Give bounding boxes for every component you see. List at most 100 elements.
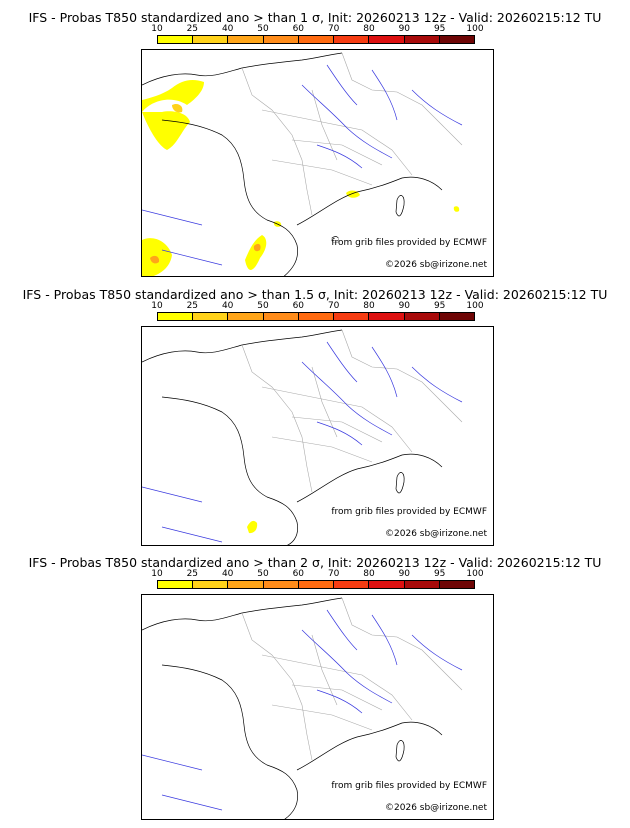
- prob-area: [245, 235, 267, 270]
- colorbar-swatch: [263, 581, 299, 588]
- coastline: [142, 52, 343, 86]
- colorbar-swatch: [193, 36, 229, 43]
- panel-title: IFS - Probas T850 standardized ano > tha…: [22, 287, 608, 302]
- colorbar-swatch: [228, 313, 264, 320]
- colorbar-swatch: [228, 581, 264, 588]
- border: [241, 344, 313, 493]
- map-svg: [142, 52, 463, 276]
- border: [341, 52, 463, 146]
- source-credit: from grib files provided by ECMWF: [331, 238, 487, 248]
- map[interactable]: from grib files provided by ECMWF ©2026 …: [141, 326, 494, 546]
- colorbar-swatch: [298, 36, 335, 43]
- tick-label: 95: [433, 569, 446, 579]
- border: [261, 366, 413, 463]
- border: [271, 89, 383, 186]
- tick-label: 90: [398, 301, 411, 311]
- tick-label: 25: [186, 301, 199, 311]
- prob-area: [142, 80, 204, 112]
- tick-label: 10: [151, 569, 163, 579]
- tick-label: 100: [466, 301, 484, 311]
- colorbar-swatch: [298, 313, 335, 320]
- colorbar-swatch: [158, 36, 194, 43]
- panel-2: IFS - Probas T850 standardized ano > tha…: [0, 277, 630, 547]
- prob-area: [142, 111, 190, 150]
- tick-label: 40: [221, 24, 234, 34]
- colorbar-swatch: [334, 313, 370, 320]
- border: [261, 109, 413, 176]
- coastline: [395, 195, 405, 217]
- source-credit: from grib files provided by ECMWF: [331, 781, 487, 791]
- coastline: [296, 721, 443, 771]
- colorbar-swatch: [334, 36, 370, 43]
- colorbar-swatch: [158, 313, 194, 320]
- tick-label: 60: [292, 569, 305, 579]
- prob-area: [253, 243, 261, 252]
- map-svg: [142, 329, 463, 545]
- map[interactable]: from grib files provided by ECMWF ©2026 …: [141, 49, 494, 277]
- tick-label: 50: [257, 301, 269, 311]
- colorbar-swatch: [263, 36, 299, 43]
- prob-area: [172, 103, 183, 113]
- source-credit: from grib files provided by ECMWF: [331, 507, 487, 517]
- panel-title: IFS - Probas T850 standardized ano > tha…: [28, 555, 602, 570]
- colorbar-swatch: [263, 313, 299, 320]
- map-svg: [142, 597, 463, 819]
- border: [241, 67, 313, 216]
- colorbar-swatch: [439, 313, 474, 320]
- tick-label: 25: [186, 24, 199, 34]
- panel-1: IFS - Probas T850 standardized ano > tha…: [0, 0, 630, 277]
- coastline: [161, 119, 298, 276]
- tick-label: 100: [466, 24, 484, 34]
- copyright-credit: ©2026 sb@irizone.net: [385, 803, 487, 813]
- tick-label: 70: [327, 24, 340, 34]
- map[interactable]: from grib files provided by ECMWF ©2026 …: [141, 594, 494, 820]
- colorbar: [157, 312, 475, 321]
- copyright-credit: ©2026 sb@irizone.net: [385, 260, 487, 270]
- tick-label: 90: [398, 569, 411, 579]
- coastline: [296, 176, 443, 226]
- colorbar-swatch: [334, 581, 370, 588]
- tick-label: 60: [292, 24, 305, 34]
- prob-area: [150, 255, 160, 264]
- river: [142, 64, 463, 266]
- tick-label: 40: [221, 569, 234, 579]
- border: [241, 612, 313, 761]
- coastline: [142, 597, 343, 631]
- border: [341, 329, 463, 423]
- colorbar-swatch: [298, 581, 335, 588]
- coastline: [296, 453, 443, 503]
- colorbar-swatch: [228, 36, 264, 43]
- tick-label: 80: [363, 301, 375, 311]
- tick-label: 25: [186, 569, 199, 579]
- tick-label: 60: [292, 301, 305, 311]
- river: [142, 341, 463, 543]
- tick-label: 70: [327, 301, 340, 311]
- colorbar-swatch: [404, 581, 440, 588]
- panel-3: IFS - Probas T850 standardized ano > tha…: [0, 545, 630, 820]
- colorbar-ticks: 10 25 40 50 60 70 80 90 95 100: [151, 569, 483, 579]
- tick-label: 10: [151, 24, 163, 34]
- border: [341, 597, 463, 691]
- tick-label: 95: [433, 24, 446, 34]
- copyright-credit: ©2026 sb@irizone.net: [385, 529, 487, 539]
- coastline: [161, 396, 298, 545]
- panel-title: IFS - Probas T850 standardized ano > tha…: [28, 10, 602, 25]
- tick-label: 80: [363, 24, 375, 34]
- colorbar-swatch: [404, 313, 440, 320]
- colorbar-swatch: [193, 313, 229, 320]
- coastline: [142, 329, 343, 363]
- colorbar-ticks: 10 25 40 50 60 70 80 90 95 100: [151, 301, 483, 311]
- tick-label: 40: [221, 301, 234, 311]
- tick-label: 80: [363, 569, 375, 579]
- tick-label: 50: [257, 24, 269, 34]
- colorbar-swatch: [439, 36, 474, 43]
- colorbar-swatch: [193, 581, 229, 588]
- tick-label: 95: [433, 301, 446, 311]
- river: [142, 609, 463, 811]
- prob-area: [247, 520, 258, 534]
- tick-label: 50: [257, 569, 269, 579]
- border: [261, 634, 413, 731]
- tick-label: 10: [151, 301, 163, 311]
- tick-label: 90: [398, 24, 411, 34]
- coastline: [395, 740, 405, 762]
